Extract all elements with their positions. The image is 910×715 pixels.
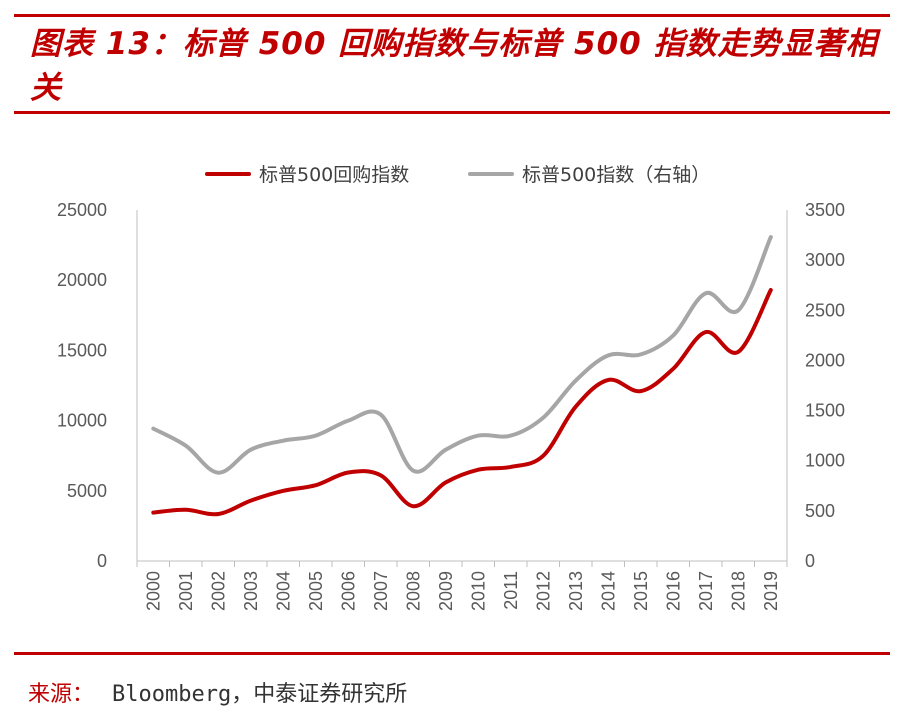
x-tick-label: 2007 [371, 571, 391, 611]
y-right-tick-label: 1500 [805, 401, 845, 421]
source-note: 来源： Bloomberg，中泰证券研究所 [28, 676, 407, 708]
series-layer [151, 235, 773, 517]
x-tick-label: 2006 [338, 571, 358, 611]
y-right-tick-label: 3000 [805, 250, 845, 270]
x-tick-label: 2008 [403, 571, 423, 611]
bottom-rule [14, 652, 890, 655]
source-label: 来源： [28, 682, 95, 707]
x-tick-label: 2005 [306, 571, 326, 611]
y-left-tick-label: 25000 [57, 200, 107, 220]
x-tick-label: 2016 [663, 571, 683, 611]
x-tick-label: 2002 [208, 571, 228, 611]
y-left-tick-label: 20000 [57, 270, 107, 290]
y-right-tick-label: 3500 [805, 200, 845, 220]
y-right-tick-label: 2500 [805, 300, 845, 320]
series-line-sp500-index [151, 235, 773, 475]
y-right-tick-label: 500 [805, 501, 835, 521]
axes: 0 5000 10000 15000 20000 25000 0 500 1000 1500 200… [57, 200, 845, 611]
y-right-tick-label: 0 [805, 551, 815, 571]
x-tick-label: 2018 [728, 571, 748, 611]
line-chart: 标普500回购指数 标普500指数（右轴） 0500010000150002000… [57, 164, 845, 611]
x-tick-label: 2000 [143, 571, 163, 611]
y-left-tick-label: 10000 [57, 411, 107, 431]
y-right-tick-label: 1000 [805, 451, 845, 471]
legend-label-buyback: 标普500回购指数 [259, 164, 409, 186]
legend-label-sp500: 标普500指数（右轴） [522, 164, 710, 186]
y-right-tick-label: 2000 [805, 350, 845, 370]
x-tick-label: 2010 [468, 571, 488, 611]
y-left-tick-label: 0 [97, 551, 107, 571]
x-tick-label: 2017 [696, 571, 716, 611]
x-tick-label: 2019 [761, 571, 781, 611]
legend: 标普500回购指数 标普500指数（右轴） [205, 164, 710, 186]
y-left-tick-label: 15000 [57, 340, 107, 360]
y-left-tick-label: 5000 [67, 481, 107, 501]
x-tick-label: 2003 [241, 571, 261, 611]
x-tick-label: 2014 [598, 571, 618, 611]
x-tick-label: 2004 [273, 571, 293, 611]
top-rule [14, 14, 890, 17]
x-tick-label: 2015 [631, 571, 651, 611]
x-tick-label: 2011 [501, 571, 521, 610]
series-line-buyback-index [151, 288, 773, 517]
chart-title: 图表 13：标普 500 回购指数与标普 500 指数走势显著相关 [30, 26, 878, 106]
title-rule [14, 111, 890, 114]
x-tick-label: 2001 [176, 571, 196, 611]
x-tick-label: 2009 [436, 571, 456, 611]
source-value: Bloomberg，中泰证券研究所 [112, 682, 408, 707]
x-tick-label: 2013 [566, 571, 586, 611]
x-tick-label: 2012 [533, 571, 553, 611]
